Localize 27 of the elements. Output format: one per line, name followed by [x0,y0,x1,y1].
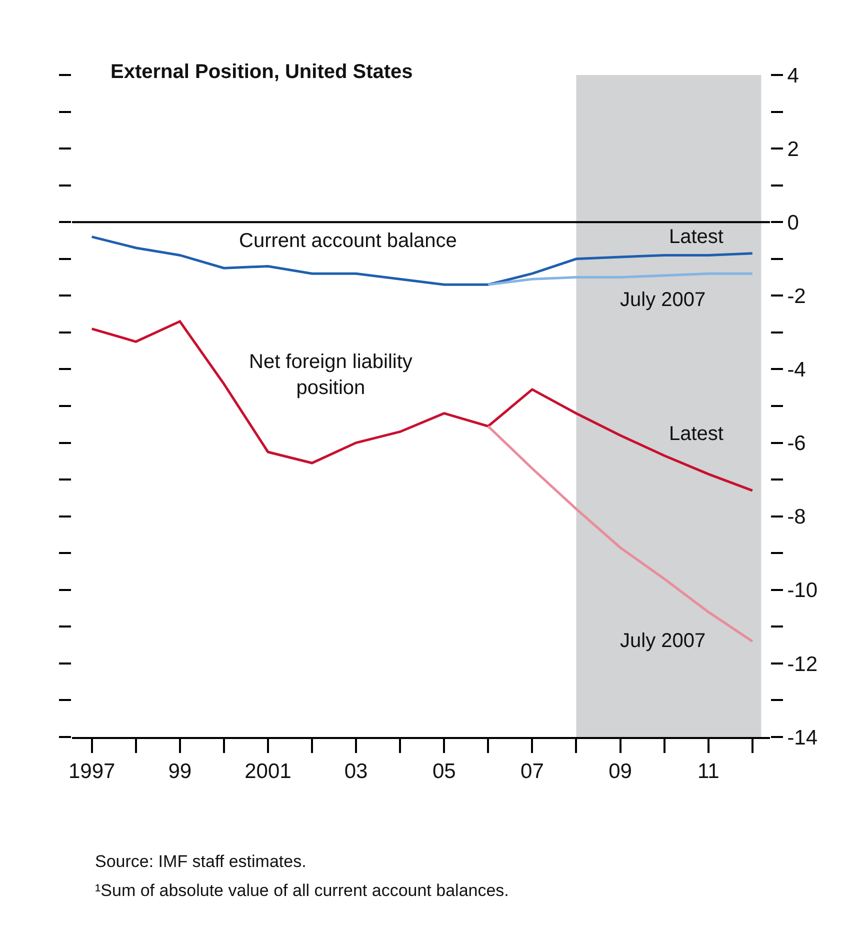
series-label: July 2007 [620,289,706,311]
y-tick-label: 2 [787,138,799,161]
y-tick-label: -6 [787,432,806,456]
series-label: Latest [669,423,724,445]
x-tick-label: 11 [697,760,720,784]
y-tick-label: -14 [787,726,818,750]
annotation: Net foreign liability position [249,351,412,399]
y-tick-label: 0 [787,211,799,234]
series-label: Latest [669,226,724,248]
y-tick-label: -4 [787,358,806,382]
chart-title: External Position, United States [110,60,413,83]
y-tick-label: 4 [787,64,800,88]
x-tick-label: 05 [432,760,456,784]
annotation: Current account balance [239,230,457,252]
x-tick-label: 99 [168,760,192,784]
x-tick-label: 07 [520,760,544,784]
y-tick-label: -2 [787,285,806,308]
x-tick-label: 1997 [68,760,116,784]
x-tick-label: 2001 [244,760,292,784]
x-tick-label: 03 [344,760,368,784]
y-tick-label: -8 [787,506,806,529]
source-note: Source: IMF staff estimates. [95,852,306,871]
series-label: July 2007 [620,630,706,652]
y-tick-label: -12 [787,652,818,676]
y-tick-label: -10 [787,579,818,602]
text: ¹Sum of absolute value of all current account balances. [95,881,509,900]
x-tick-label: 09 [608,760,632,784]
